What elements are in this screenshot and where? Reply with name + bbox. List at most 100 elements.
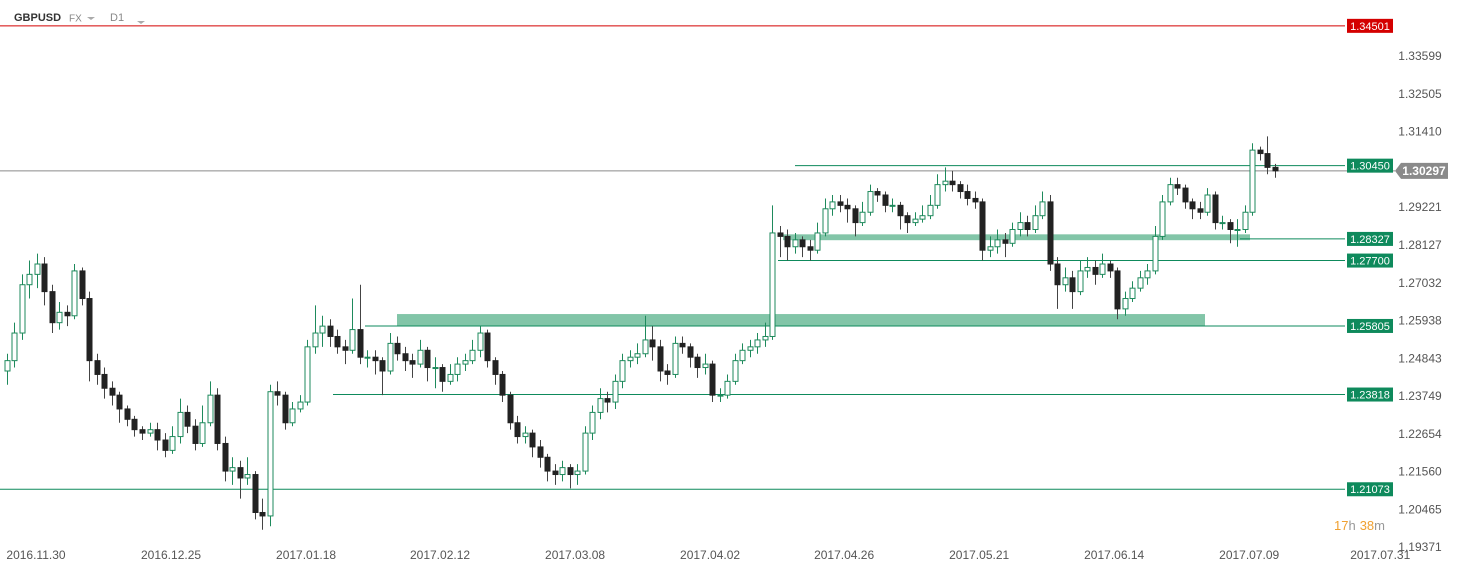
candle-body [634, 353, 641, 358]
candle-body [822, 208, 829, 234]
candle-body [919, 215, 926, 220]
candle-body [312, 332, 319, 348]
candle-body [912, 218, 919, 224]
candle-body [612, 380, 619, 403]
timeframe-dropdown[interactable] [137, 21, 145, 24]
y-tick-label: 1.29221 [1398, 200, 1442, 214]
candle-body [357, 329, 364, 358]
market-dropdown[interactable] [87, 17, 95, 20]
candle-body [529, 432, 536, 448]
candle-body [1039, 201, 1046, 217]
candle-body [844, 204, 851, 210]
candle-body [492, 360, 499, 375]
level-label-box [1347, 482, 1393, 497]
y-tick-label: 1.22654 [1398, 427, 1442, 441]
candle-body [724, 380, 731, 396]
candle-body [784, 235, 791, 248]
candle-body [229, 467, 236, 472]
candle-body [987, 246, 994, 251]
candle-body [889, 204, 896, 207]
candle-body [1032, 215, 1039, 230]
candle-body [222, 442, 229, 472]
candle-body [1077, 270, 1084, 293]
candle-body [319, 325, 326, 334]
candle-body [477, 332, 484, 351]
candle-body [424, 349, 431, 369]
candle-body [237, 467, 244, 479]
candle-body [1144, 270, 1151, 279]
candle-body [642, 339, 649, 355]
x-tick-label: 2017.07.31 [1350, 548, 1410, 562]
candle-body [927, 204, 934, 217]
candle-body [649, 339, 656, 348]
candle-body [439, 367, 446, 382]
market[interactable]: FX [69, 14, 82, 25]
candle-body [11, 332, 18, 362]
level-label: 1.21073 [1350, 484, 1390, 496]
candle-body [64, 311, 71, 317]
candle-body [469, 349, 476, 362]
x-tick-label: 2016.11.30 [6, 548, 65, 562]
candle-body [1272, 166, 1279, 172]
candle-body [1167, 184, 1174, 203]
candle-body [762, 335, 769, 341]
candle-body [867, 191, 874, 213]
candle-body [417, 349, 424, 365]
level-label-box [1347, 387, 1393, 402]
candle-body [1257, 149, 1264, 155]
candle-body [859, 211, 866, 224]
x-tick-label: 2017.05.21 [949, 548, 1009, 562]
candle-body [874, 191, 881, 196]
candle-body [747, 346, 754, 351]
candle-body [1107, 263, 1114, 272]
candle-body [244, 474, 251, 479]
candle-body [49, 291, 56, 324]
candle-body [1084, 266, 1091, 272]
x-tick-label: 2017.06.14 [1084, 548, 1144, 562]
candle-body [327, 325, 334, 337]
candle-body [1159, 201, 1166, 237]
candle-body [897, 204, 904, 217]
countdown: 17h 38m [1334, 518, 1385, 533]
candle-body [169, 436, 176, 451]
candle-body [101, 373, 108, 389]
candle-body [94, 360, 101, 375]
candle-body [207, 394, 214, 424]
candle-body [409, 360, 416, 365]
x-tick-label: 2017.04.02 [680, 548, 740, 562]
symbol[interactable]: GBPUSD [14, 12, 61, 24]
candle-body [972, 197, 979, 203]
y-tick-label: 1.24843 [1398, 351, 1442, 365]
y-tick-label: 1.23749 [1398, 389, 1442, 403]
level-label: 1.23818 [1350, 389, 1390, 401]
candle-body [597, 398, 604, 413]
level-label-box [1347, 158, 1393, 173]
candle-body [1092, 266, 1099, 275]
candle-body [41, 263, 48, 293]
candle-body [1264, 153, 1271, 168]
candle-body [522, 432, 529, 438]
candle-body [1069, 277, 1076, 293]
candle-body [702, 363, 709, 369]
candle-body [1182, 187, 1189, 203]
level-label-box [1347, 18, 1393, 33]
candle-body [537, 446, 544, 458]
candle-body [694, 356, 701, 369]
candle-body [1242, 211, 1249, 230]
timeframe[interactable]: D1 [110, 12, 124, 24]
candle-body [71, 270, 78, 317]
candle-body [934, 184, 941, 206]
candle-body [679, 342, 686, 348]
candle-body [26, 273, 33, 286]
candle-body [56, 311, 63, 324]
candle-body [387, 342, 394, 372]
candle-body [814, 232, 821, 251]
candle-body [4, 360, 11, 372]
candle-body [214, 394, 221, 444]
level-label: 1.30450 [1350, 161, 1390, 173]
y-tick-label: 1.20465 [1398, 502, 1442, 516]
y-tick-label: 1.21560 [1398, 465, 1442, 479]
candle-body [732, 360, 739, 382]
candle-body [1197, 208, 1204, 213]
